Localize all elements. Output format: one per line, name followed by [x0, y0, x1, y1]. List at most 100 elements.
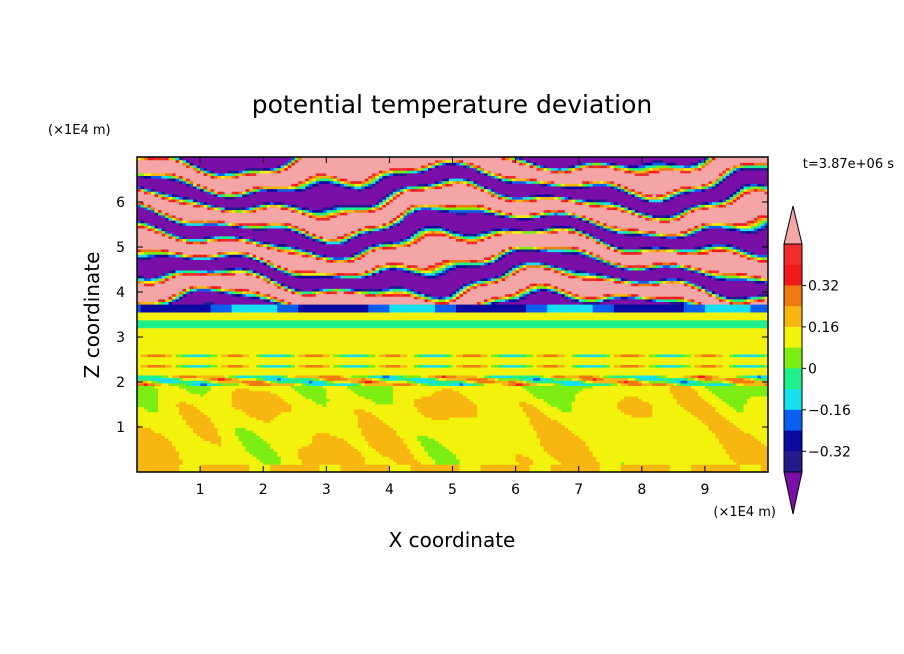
contour-cell [596, 277, 604, 281]
contour-cell [743, 272, 748, 276]
contour-cell [144, 157, 149, 161]
contour-cell [655, 217, 660, 221]
contour-cell [431, 298, 440, 302]
contour-cell [729, 298, 734, 302]
contour-cell [669, 217, 674, 221]
contour-cell [193, 204, 198, 208]
contour-cell [151, 204, 194, 208]
contour-cell [168, 230, 296, 234]
contour-cell [690, 188, 695, 192]
contour-cell [687, 185, 692, 190]
contour-cell [452, 293, 457, 297]
contour-cell [536, 432, 576, 436]
contour-cell [277, 204, 282, 208]
contour-cell [406, 212, 412, 216]
contour-cell [224, 193, 236, 197]
contour-cell [172, 172, 177, 176]
contour-cell [235, 172, 240, 176]
contour-cell [406, 288, 412, 292]
contour-cell [144, 206, 149, 211]
contour-cell [158, 277, 163, 281]
contour-cell [364, 272, 369, 276]
contour-cell [424, 233, 429, 237]
contour-cell [287, 162, 292, 166]
contour-cell [396, 461, 422, 465]
contour-cell [722, 296, 727, 300]
contour-cell [354, 288, 362, 292]
contour-cell [322, 241, 327, 245]
contour-cell [522, 157, 706, 161]
contour-cell [718, 374, 738, 379]
contour-cell [676, 233, 681, 237]
contour-cell [484, 280, 489, 284]
contour-cell [638, 214, 643, 218]
contour-cell [361, 377, 366, 381]
contour-cell [245, 448, 275, 452]
contour-cell [498, 254, 503, 258]
contour-cell [522, 199, 531, 203]
contour-cell [259, 293, 264, 297]
contour-cell [154, 193, 159, 197]
contour-cell [235, 430, 254, 434]
contour-cell [413, 267, 419, 271]
contour-cell [669, 388, 695, 392]
contour-cell [680, 264, 685, 268]
contour-cell [652, 159, 664, 163]
contour-cell [298, 227, 303, 232]
contour-cell [550, 469, 601, 472]
contour-cell [224, 251, 229, 255]
contour-cell [413, 456, 433, 460]
contour-cell [729, 196, 734, 200]
contour-cell [687, 298, 692, 302]
contour-cell [312, 435, 338, 439]
contour-cell [210, 256, 215, 260]
contour-cell [599, 222, 604, 226]
contour-cell [158, 409, 180, 413]
contour-cell [697, 374, 706, 379]
contour-cell [207, 254, 212, 258]
contour-cell [343, 238, 348, 242]
contour-cell [526, 304, 548, 308]
contour-cell [445, 178, 450, 182]
contour-cell [438, 269, 443, 274]
contour-cell [385, 225, 390, 229]
contour-cell [217, 254, 222, 258]
contour-cell [571, 227, 576, 232]
contour-cell [319, 464, 341, 468]
contour-cell [242, 222, 261, 226]
contour-cell [434, 275, 440, 279]
contour-cell [270, 222, 282, 226]
contour-cell [417, 188, 426, 192]
contour-cell [676, 382, 681, 386]
contour-cell [266, 246, 271, 250]
contour-cell [736, 170, 768, 174]
contour-cell [238, 225, 243, 229]
contour-cell [694, 188, 702, 192]
contour-cell [603, 374, 611, 379]
contour-cell [378, 269, 383, 274]
contour-cell [385, 243, 394, 247]
contour-cell [235, 432, 257, 436]
contour-cell [154, 382, 163, 386]
y-tick-label: 1 [116, 420, 125, 436]
contour-cell [235, 170, 240, 174]
contour-cell [382, 377, 390, 381]
contour-cell [448, 262, 454, 266]
contour-cell [571, 272, 576, 276]
contour-cell [263, 201, 268, 205]
contour-cell [757, 275, 762, 279]
contour-cell [466, 285, 471, 289]
contour-cell [221, 206, 226, 211]
contour-cell [284, 204, 289, 208]
contour-cell [259, 170, 271, 174]
contour-cell [575, 298, 580, 302]
contour-cell [690, 283, 695, 287]
contour-cell [298, 246, 366, 250]
contour-cell [305, 178, 310, 182]
contour-cell [151, 256, 184, 260]
contour-cell [389, 306, 436, 310]
contour-cell [385, 222, 390, 226]
contour-cell [333, 364, 341, 368]
contour-cell [200, 464, 250, 468]
contour-cell [392, 385, 524, 389]
